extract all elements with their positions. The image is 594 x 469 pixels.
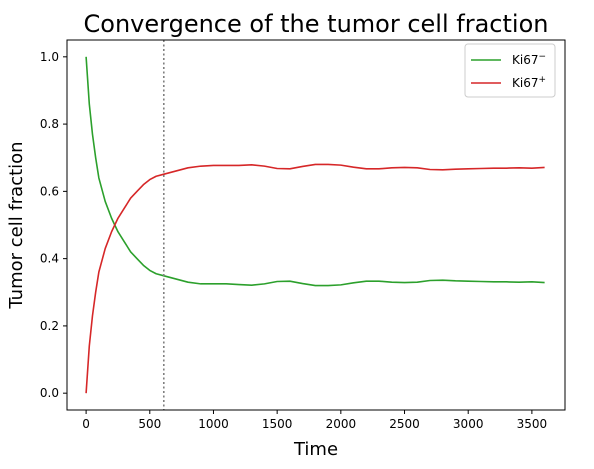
y-tick-label: 0.2 (40, 319, 59, 333)
legend-label-1: Ki67+ (512, 75, 546, 90)
x-axis-label: Time (293, 439, 338, 460)
x-tick-label: 3000 (453, 417, 484, 431)
x-axis: 0 500 1000 1500 2000 2500 3000 3500 (82, 410, 547, 431)
legend-label-base: Ki67 (512, 53, 538, 67)
legend-label-0: Ki67− (512, 52, 546, 67)
legend: Ki67−Ki67+ (464, 43, 556, 98)
y-tick-label: 0.6 (40, 184, 59, 198)
y-tick-label: 1.0 (40, 50, 59, 64)
x-tick-label: 2000 (326, 417, 357, 431)
legend-label-superscript: − (538, 52, 546, 62)
plot-frame (66, 39, 566, 411)
legend-label-base: Ki67 (512, 76, 538, 90)
series-layer (85, 56, 545, 394)
series-line-0 (85, 56, 545, 287)
y-axis-label: Tumor cell fraction (6, 141, 27, 309)
y-tick-label: 0.4 (40, 252, 59, 266)
y-axis: 0.0 0.2 0.4 0.6 0.8 1.0 (40, 50, 67, 400)
y-tick-label: 0.8 (40, 117, 59, 131)
x-tick-label: 3500 (517, 417, 548, 431)
x-tick-label: 0 (82, 417, 90, 431)
plot-area (66, 39, 566, 411)
legend-label-superscript: + (538, 75, 546, 85)
chart-title: Convergence of the tumor cell fraction (84, 10, 549, 38)
series-line-1 (85, 163, 545, 394)
x-tick-label: 1500 (262, 417, 293, 431)
x-tick-label: 500 (138, 417, 161, 431)
y-tick-label: 0.0 (40, 386, 59, 400)
x-tick-label: 2500 (389, 417, 420, 431)
x-tick-label: 1000 (198, 417, 229, 431)
